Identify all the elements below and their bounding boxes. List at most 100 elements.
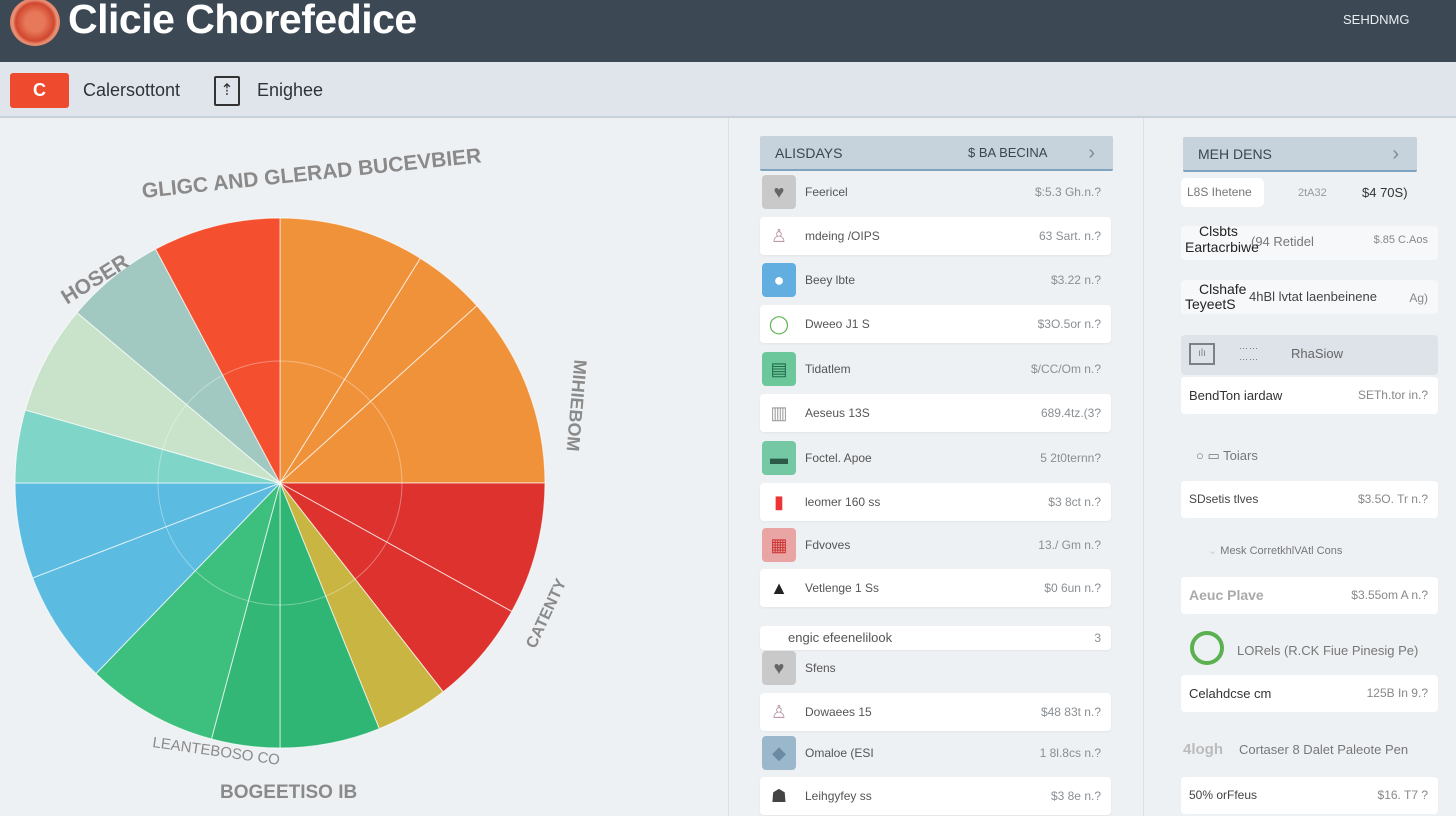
divider xyxy=(1143,118,1144,816)
brand-icon: 4logh xyxy=(1183,741,1223,758)
pie-slice xyxy=(95,481,281,740)
right-top-mid: 2tA32 xyxy=(1298,187,1327,199)
item-value: $:5.3 Gh.n.? xyxy=(1034,185,1101,199)
right-row[interactable]: Celahdcse cm 125B In 9.? xyxy=(1181,675,1438,712)
row-value: $3.55om A n.? xyxy=(1351,588,1428,602)
item-value: $48 83t n.? xyxy=(1040,705,1101,719)
divider xyxy=(728,118,729,816)
item-name: leomer 160 ss xyxy=(805,495,881,509)
item-name: Omaloe (ESI xyxy=(805,746,874,760)
list-item[interactable]: ♙ Dowaees 15 $48 83t n.? xyxy=(760,693,1111,731)
chart-label: BOGEETISO IB xyxy=(220,782,358,803)
list-subheader: engic efeenelilook 3 xyxy=(760,626,1111,650)
header-menu-link[interactable]: SEHDNMG xyxy=(1343,12,1410,27)
item-value: 1 8l.8cs n.? xyxy=(1039,746,1101,760)
right-panel-header[interactable]: MEH DENS › xyxy=(1183,137,1417,172)
item-name: mdeing /OIPS xyxy=(805,229,880,243)
list-item[interactable]: ▬ Foctel. Apoe 5 2t0ternn? xyxy=(760,439,1111,477)
chart-icon: ılı xyxy=(1189,343,1215,365)
right-row[interactable]: Clsbts Eartacrbiwe (94 Retidel $.85 C.Ao… xyxy=(1181,223,1438,260)
row-value: 125B In 9.? xyxy=(1366,686,1428,700)
list-item[interactable]: ▮ leomer 160 ss $3 8ct n.? xyxy=(760,483,1111,521)
section-title: Toiars xyxy=(1223,448,1258,463)
app-title: Clicie Chorefedice xyxy=(68,0,417,42)
document-icon[interactable]: ⇡ xyxy=(214,76,240,106)
section-title: Cortaser 8 Dalet Paleote Pen xyxy=(1239,742,1409,757)
toolbar: C Calersottont ⇡ Enighee xyxy=(0,62,1456,118)
list-subheader-title: engic efeenelilook xyxy=(788,630,893,645)
list-item[interactable]: ▤ Tidatlem $/CC/Om n.? xyxy=(760,350,1111,388)
list-item[interactable]: ☗ Leihgyfey ss $3 8e n.? xyxy=(760,777,1111,815)
list-item[interactable]: ◯ Dweeo J1 S $3O.5or n.? xyxy=(760,305,1111,343)
right-row[interactable]: BendTon iardaw SETh.tor in.? xyxy=(1181,377,1438,414)
item-name: Foctel. Apoe xyxy=(805,451,872,465)
right-row[interactable]: SDsetis tlves $3.5O. Tr n.? xyxy=(1181,481,1438,518)
chart-icon: ▮ xyxy=(762,485,796,519)
pie-slice xyxy=(279,217,422,485)
row-value: Ag) xyxy=(1409,291,1428,305)
section-title: Mesk CorretkhlVAtl Cons xyxy=(1220,545,1343,557)
primary-action-button[interactable]: C xyxy=(10,73,69,108)
right-row[interactable]: 50% orFfeus $16. T7 ? xyxy=(1181,777,1438,814)
toolbar-link-2[interactable]: Enighee xyxy=(257,80,324,100)
item-name: Feericel xyxy=(805,185,848,199)
list-header[interactable]: ALISDAYS $ BA BECINA › xyxy=(760,136,1113,171)
row-name: BendTon iardaw xyxy=(1189,388,1283,403)
item-name: Vetlenge 1 Ss xyxy=(805,581,880,595)
item-value: $0 6un n.? xyxy=(1044,581,1101,595)
figure-icon: ♙ xyxy=(762,695,796,729)
green-circle-icon xyxy=(1190,631,1224,665)
triangle-icon: ▲ xyxy=(762,571,796,605)
list-header-value: $ BA BECINA xyxy=(968,145,1048,160)
right-row[interactable]: Aeuc Plave $3.55om A n.? xyxy=(1181,577,1438,614)
figure-icon: ♙ xyxy=(762,219,796,253)
row-value: $.85 C.Aos xyxy=(1373,234,1428,246)
right-top-chip[interactable]: L8S Ihetene xyxy=(1181,178,1264,207)
row-line1: Clsbts xyxy=(1199,223,1238,239)
heart-icon: ♥ xyxy=(762,175,796,209)
list-item[interactable]: ♥ Feericel $:5.3 Gh.n.? xyxy=(760,173,1111,211)
list-item[interactable]: ♥ Sfens xyxy=(760,649,1111,687)
right-block-title: RhaSiow xyxy=(1291,346,1344,361)
item-name: Dowaees 15 xyxy=(805,705,872,719)
item-value: 689.4tz.(3? xyxy=(1040,406,1101,420)
app-header: Clicie Chorefedice SEHDNMG xyxy=(0,0,1456,62)
item-name: Aeseus 13S xyxy=(805,406,870,420)
pie-slice xyxy=(278,482,546,613)
robot-icon: ☗ xyxy=(762,779,796,813)
toolbar-link-1[interactable]: Calersottont xyxy=(83,80,181,100)
list-item[interactable]: ▦ Fdvoves 13./ Gm n.? xyxy=(760,526,1111,564)
row-line1: Clshafe xyxy=(1199,281,1247,297)
chevron-right-icon[interactable]: › xyxy=(1392,143,1399,165)
list-item[interactable]: ▥ Aeseus 13S 689.4tz.(3? xyxy=(760,394,1111,432)
section-title: LORels (R.CK Fiue Pinesig Pe) xyxy=(1237,643,1419,658)
list-item[interactable]: ◆ Omaloe (ESI 1 8l.8cs n.? xyxy=(760,734,1111,772)
list-header-title: ALISDAYS xyxy=(775,145,843,161)
list-item[interactable]: ● Beey lbte $3.22 n.? xyxy=(760,261,1111,299)
item-name: Tidatlem xyxy=(805,362,851,376)
row-line2: TeyeetS xyxy=(1185,296,1236,312)
row-name: 50% orFfeus xyxy=(1189,788,1258,802)
right-row[interactable]: Clshafe TeyeetS 4hBl lvtat laenbeinene A… xyxy=(1181,280,1438,314)
item-value: $3.22 n.? xyxy=(1050,273,1101,287)
section-heading: ○ ▭ Toiars xyxy=(1196,448,1258,464)
item-name: Dweeo J1 S xyxy=(805,317,870,331)
right-block-header[interactable]: ılı ⋯⋯ ⋯⋯ RhaSiow xyxy=(1181,335,1438,375)
pie-slice xyxy=(154,217,281,484)
ring-icon: ◯ xyxy=(762,307,796,341)
pie-chart xyxy=(14,217,546,749)
pizza-logo-icon xyxy=(10,0,60,46)
right-top-value: $4 70S) xyxy=(1362,185,1408,200)
dots-icon: ⋯⋯ ⋯⋯ xyxy=(1239,343,1259,364)
item-name: Leihgyfey ss xyxy=(805,789,872,803)
row-name: (94 Retidel xyxy=(1251,234,1314,249)
chevron-right-icon[interactable]: › xyxy=(1088,142,1095,164)
pie-slice xyxy=(31,482,281,675)
list-item[interactable]: ♙ mdeing /OIPS 63 Sart. n.? xyxy=(760,217,1111,255)
right-panel-title: MEH DENS xyxy=(1198,146,1272,162)
section-heading[interactable]: ⌄ Mesk CorretkhlVAtl Cons xyxy=(1208,544,1342,557)
row-name: SDsetis tlves xyxy=(1189,492,1259,506)
list-item[interactable]: ▲ Vetlenge 1 Ss $0 6un n.? xyxy=(760,569,1111,607)
map-icon: ◆ xyxy=(762,736,796,770)
item-value: $3O.5or n.? xyxy=(1037,317,1101,331)
